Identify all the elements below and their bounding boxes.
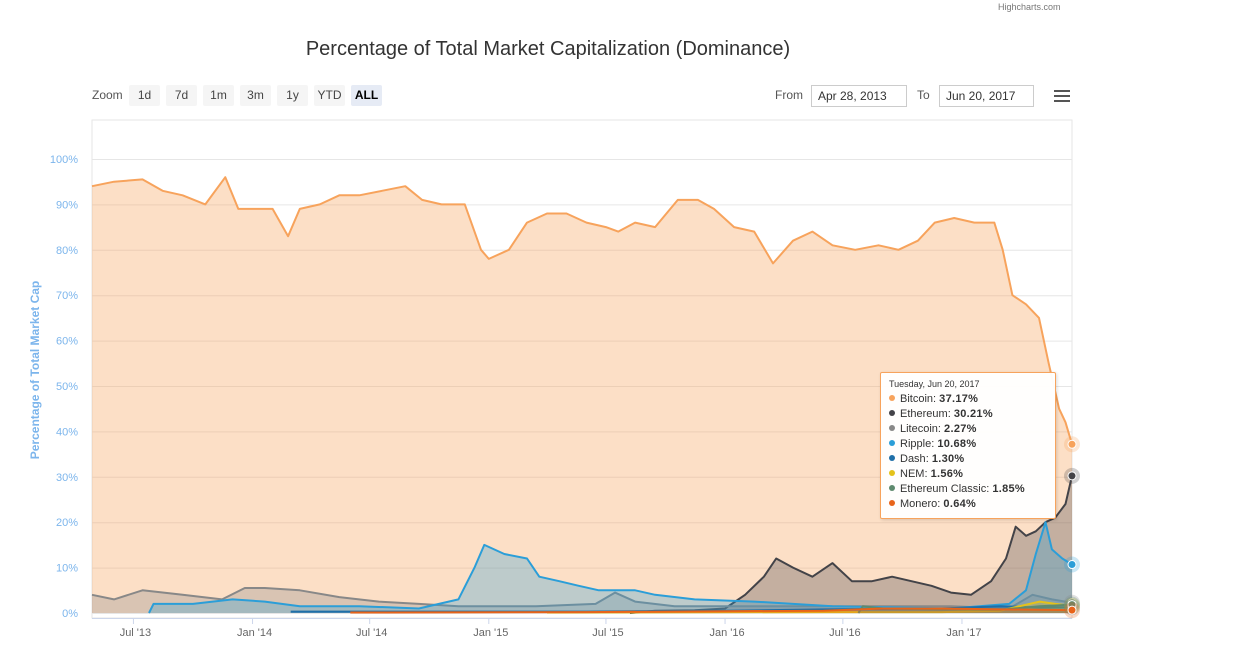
hover-marker-ethereum xyxy=(1067,471,1077,481)
tooltip-series-value: 10.68% xyxy=(937,438,977,450)
series-area-ethereum xyxy=(629,475,1072,613)
x-axis-labels: Jul '13 Jan '14 Jul '14 Jan '15 Jul '15 Jan '… xyxy=(92,618,1072,639)
tooltip-series-value: 0.64% xyxy=(943,498,977,510)
x-tick-label: Jan '16 xyxy=(709,627,744,639)
y-tick-label: 40% xyxy=(56,426,78,438)
tooltip-row: Litecoin: 2.27% xyxy=(889,422,1047,437)
zoom-7d-button[interactable]: 7d xyxy=(166,85,197,106)
series-line-ethereum xyxy=(629,475,1073,614)
y-tick-label: 50% xyxy=(56,381,78,393)
zoom-1y-button[interactable]: 1y xyxy=(277,85,308,106)
tooltip-series-name: NEM xyxy=(900,468,925,480)
series-color-dot-icon xyxy=(889,455,895,461)
zoom-3m-button[interactable]: 3m xyxy=(240,85,271,106)
tooltip-series-value: 37.17% xyxy=(939,393,979,405)
x-tick-label: Jul '15 xyxy=(592,627,623,639)
series-line-monero xyxy=(350,607,1073,614)
zoom-1m-button[interactable]: 1m xyxy=(203,85,234,106)
plot-background xyxy=(91,119,1073,619)
hover-marker-monero xyxy=(1067,605,1077,615)
y-tick-label: 30% xyxy=(56,472,78,484)
tooltip-series-name: Ethereum xyxy=(900,408,948,420)
zoom-all-button[interactable]: ALL xyxy=(351,85,382,106)
tooltip-row: Ethereum Classic: 1.85% xyxy=(889,482,1047,497)
x-tick-label: Jul '13 xyxy=(120,627,151,639)
series-color-dot-icon xyxy=(889,410,895,416)
from-label: From xyxy=(775,88,803,102)
y-tick-label: 80% xyxy=(56,245,78,257)
tooltip-series-value: 1.30% xyxy=(931,453,965,465)
highcharts-credit-link[interactable]: Highcharts.com xyxy=(998,2,1061,12)
y-tick-label: 10% xyxy=(56,563,78,575)
x-tick-label: Jan '17 xyxy=(946,627,981,639)
tooltip-series-name: Dash xyxy=(900,453,926,465)
tooltip-series-name: Ethereum Classic xyxy=(900,483,987,495)
x-tick-label: Jan '14 xyxy=(237,627,272,639)
tooltip-series-name: Bitcoin xyxy=(900,393,934,405)
tooltip-series-value: 1.85% xyxy=(992,483,1026,495)
y-axis-labels: 0% 10% 20% 30% 40% 50% 60% 70% 80% 90% 100% xyxy=(50,154,78,620)
tooltip-row: Bitcoin: 37.17% xyxy=(889,392,1047,407)
tooltip-series-value: 30.21% xyxy=(953,408,993,420)
tooltip-series-name: Ripple xyxy=(900,438,932,450)
hover-marker-bitcoin xyxy=(1067,439,1077,449)
series-group xyxy=(91,176,1073,614)
tooltip-row: Monero: 0.64% xyxy=(889,497,1047,512)
y-tick-label: 60% xyxy=(56,336,78,348)
tooltip-row: NEM: 1.56% xyxy=(889,467,1047,482)
x-tick-label: Jul '14 xyxy=(356,627,387,639)
tooltip-series-name: Litecoin xyxy=(900,423,938,435)
hover-markers xyxy=(1064,436,1080,619)
tooltip-series-name: Monero xyxy=(900,498,938,510)
series-area-nem xyxy=(547,601,1072,613)
tooltip-row: Ethereum: 30.21% xyxy=(889,407,1047,422)
y-tick-label: 20% xyxy=(56,517,78,529)
tooltip-series-value: 1.56% xyxy=(930,468,964,480)
hamburger-menu-icon[interactable] xyxy=(1052,88,1072,104)
tooltip-series-value: 2.27% xyxy=(944,423,977,435)
to-date-input[interactable]: Jun 20, 2017 xyxy=(939,85,1034,107)
zoom-label: Zoom xyxy=(92,88,123,102)
series-color-dot-icon xyxy=(889,485,895,491)
series-area-bitcoin xyxy=(92,177,1072,613)
x-tick-label: Jul '16 xyxy=(829,627,860,639)
grid xyxy=(91,119,1073,619)
hover-marker-ripple xyxy=(1067,560,1077,570)
series-line-ripple xyxy=(148,521,1073,614)
series-line-bitcoin xyxy=(91,176,1073,445)
series-color-dot-icon xyxy=(889,425,895,431)
y-tick-label: 0% xyxy=(62,608,78,620)
series-area-ethereum-classic xyxy=(858,604,1072,613)
series-color-dot-icon xyxy=(889,500,895,506)
zoom-1d-button[interactable]: 1d xyxy=(129,85,160,106)
x-tick-label: Jan '15 xyxy=(473,627,508,639)
tooltip-row: Ripple: 10.68% xyxy=(889,437,1047,452)
series-area-monero xyxy=(350,608,1072,613)
series-color-dot-icon xyxy=(889,470,895,476)
y-tick-label: 90% xyxy=(56,199,78,211)
zoom-ytd-button[interactable]: YTD xyxy=(314,85,345,106)
from-date-input[interactable]: Apr 28, 2013 xyxy=(811,85,907,107)
tooltip: Tuesday, Jun 20, 2017 Bitcoin: 37.17% Eth… xyxy=(880,372,1056,519)
to-label: To xyxy=(917,88,930,102)
tooltip-row: Dash: 1.30% xyxy=(889,452,1047,467)
series-area-ripple xyxy=(149,522,1072,613)
y-tick-label: 100% xyxy=(50,154,78,166)
series-color-dot-icon xyxy=(889,395,895,401)
y-tick-label: 70% xyxy=(56,290,78,302)
tooltip-date: Tuesday, Jun 20, 2017 xyxy=(889,379,980,389)
chart-title: Percentage of Total Market Capitalizatio… xyxy=(305,38,791,60)
series-color-dot-icon xyxy=(889,440,895,446)
